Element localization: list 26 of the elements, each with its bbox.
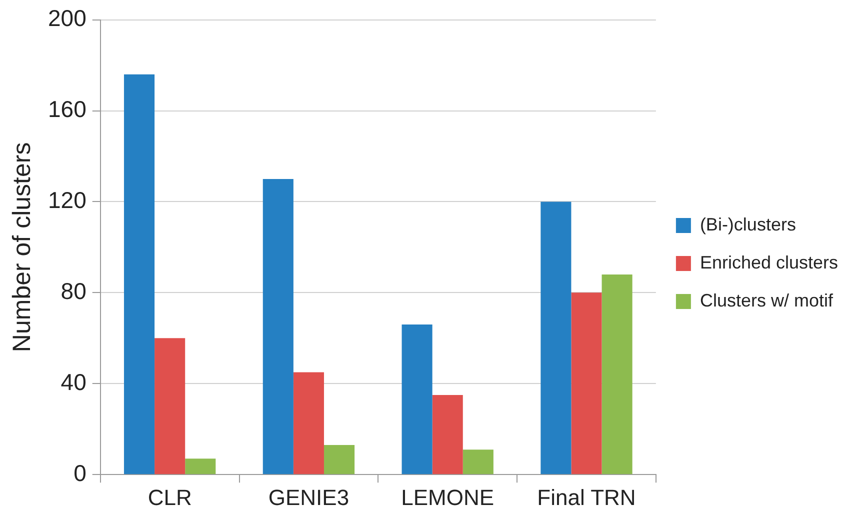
y-tick-label: 160	[48, 96, 86, 122]
x-tick-label: Final TRN	[537, 484, 636, 510]
bar	[402, 324, 432, 474]
bar	[602, 274, 632, 474]
bar	[324, 445, 355, 474]
y-tick-label: 80	[60, 278, 86, 304]
y-tick-label: 120	[48, 187, 86, 214]
y-axis-title: Number of clusters	[8, 142, 36, 352]
y-tick-label: 200	[48, 5, 86, 32]
bar	[462, 450, 494, 474]
legend-label: (Bi-)clusters	[700, 214, 796, 234]
bar	[185, 458, 216, 474]
y-tick-label: 0	[74, 460, 86, 486]
bar	[124, 74, 155, 474]
x-tick-label: LEMONE	[401, 484, 494, 510]
legend-label: Clusters w/ motif	[700, 290, 834, 310]
x-tick-label: GENIE3	[268, 484, 350, 510]
x-tick-label: CLR	[148, 484, 192, 510]
legend-label: Enriched clusters	[700, 252, 838, 272]
bar	[432, 395, 463, 474]
bar	[154, 338, 186, 474]
bar	[571, 292, 602, 474]
bar	[262, 178, 294, 474]
y-tick-label: 40	[60, 368, 86, 395]
bar	[540, 202, 572, 474]
bar	[293, 372, 324, 474]
